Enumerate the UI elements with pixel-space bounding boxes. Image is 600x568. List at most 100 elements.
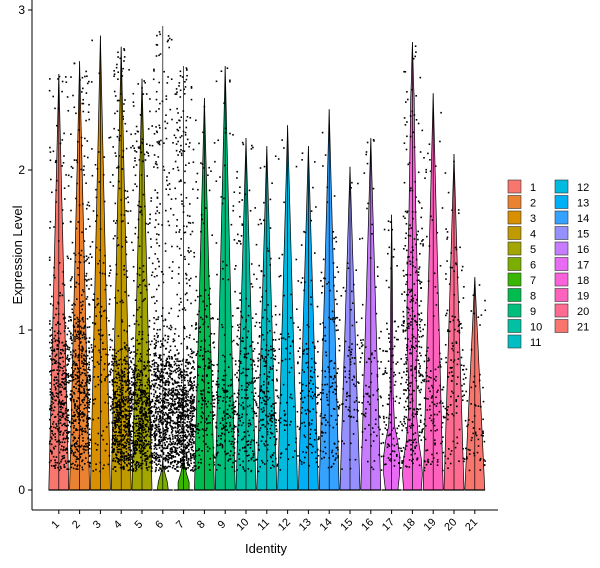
data-point bbox=[194, 431, 197, 433]
data-point bbox=[236, 441, 239, 443]
data-point bbox=[186, 74, 188, 77]
data-point bbox=[207, 294, 210, 296]
data-point bbox=[218, 407, 221, 409]
data-point bbox=[184, 170, 186, 173]
data-point bbox=[89, 378, 92, 380]
data-point bbox=[53, 448, 55, 450]
data-point bbox=[180, 193, 183, 196]
data-point bbox=[135, 452, 137, 454]
data-point bbox=[145, 403, 147, 405]
data-point bbox=[128, 443, 130, 446]
data-point bbox=[82, 98, 84, 101]
data-point bbox=[116, 110, 119, 112]
data-point bbox=[71, 450, 73, 452]
data-point bbox=[123, 402, 125, 405]
data-point bbox=[124, 356, 126, 359]
data-point bbox=[56, 344, 59, 346]
data-point bbox=[251, 144, 253, 147]
data-point bbox=[191, 446, 194, 449]
data-point bbox=[148, 283, 150, 286]
data-point bbox=[136, 376, 138, 378]
data-point bbox=[112, 403, 114, 405]
data-point bbox=[113, 75, 115, 77]
data-point bbox=[181, 135, 183, 137]
data-point bbox=[189, 372, 191, 375]
data-point bbox=[174, 197, 177, 200]
data-point bbox=[201, 378, 203, 381]
data-point bbox=[170, 372, 173, 375]
data-point bbox=[133, 423, 135, 425]
data-point bbox=[120, 93, 122, 95]
data-point bbox=[121, 370, 123, 372]
data-point bbox=[89, 398, 91, 400]
data-point bbox=[276, 380, 278, 382]
data-point bbox=[125, 422, 128, 425]
data-point bbox=[142, 450, 144, 452]
data-point bbox=[53, 348, 56, 351]
data-point bbox=[255, 313, 257, 315]
data-point bbox=[193, 469, 196, 471]
data-point bbox=[130, 406, 132, 409]
data-point bbox=[145, 463, 148, 465]
data-point bbox=[85, 443, 87, 445]
data-point bbox=[179, 458, 182, 460]
data-point bbox=[92, 418, 94, 421]
data-point bbox=[112, 426, 114, 429]
data-point bbox=[181, 431, 184, 434]
data-point bbox=[176, 225, 178, 227]
data-point bbox=[126, 433, 128, 435]
data-point bbox=[74, 363, 77, 365]
data-point bbox=[181, 397, 183, 400]
data-point bbox=[82, 419, 85, 422]
data-point bbox=[79, 337, 82, 340]
data-point bbox=[114, 222, 117, 224]
data-point bbox=[55, 392, 58, 394]
data-point bbox=[66, 414, 68, 417]
data-point bbox=[115, 406, 117, 408]
data-point bbox=[120, 398, 123, 400]
data-point bbox=[53, 226, 55, 228]
data-point bbox=[249, 423, 252, 426]
data-point bbox=[225, 452, 228, 455]
data-point bbox=[171, 394, 174, 396]
data-point bbox=[182, 211, 185, 213]
data-point bbox=[118, 427, 120, 430]
data-point bbox=[149, 218, 151, 220]
data-point bbox=[55, 159, 57, 162]
data-point bbox=[140, 355, 143, 358]
data-point bbox=[180, 370, 183, 373]
data-point bbox=[176, 438, 179, 440]
data-point bbox=[190, 424, 192, 427]
data-point bbox=[107, 402, 110, 405]
data-point bbox=[65, 390, 68, 393]
data-point bbox=[180, 376, 183, 379]
data-point bbox=[166, 438, 169, 440]
data-point bbox=[64, 352, 66, 355]
data-point bbox=[187, 404, 189, 407]
data-point bbox=[81, 352, 83, 355]
data-point bbox=[138, 200, 140, 203]
data-point bbox=[219, 464, 221, 467]
data-point bbox=[144, 205, 146, 208]
data-point bbox=[85, 350, 88, 352]
data-point bbox=[200, 316, 202, 319]
data-point bbox=[186, 116, 189, 118]
data-point bbox=[49, 405, 52, 407]
data-point bbox=[86, 421, 88, 424]
data-point bbox=[204, 400, 206, 402]
data-point bbox=[156, 206, 158, 208]
data-point bbox=[87, 424, 89, 427]
data-point bbox=[265, 403, 268, 406]
data-point bbox=[77, 221, 80, 223]
data-point bbox=[78, 422, 80, 424]
data-point bbox=[168, 416, 170, 418]
data-point bbox=[183, 439, 185, 442]
data-point bbox=[88, 441, 91, 444]
data-point bbox=[271, 421, 273, 423]
data-point bbox=[138, 402, 140, 405]
data-point bbox=[223, 426, 225, 428]
data-point bbox=[229, 353, 232, 356]
data-point bbox=[154, 162, 157, 165]
data-point bbox=[213, 461, 215, 464]
data-point bbox=[88, 374, 91, 377]
